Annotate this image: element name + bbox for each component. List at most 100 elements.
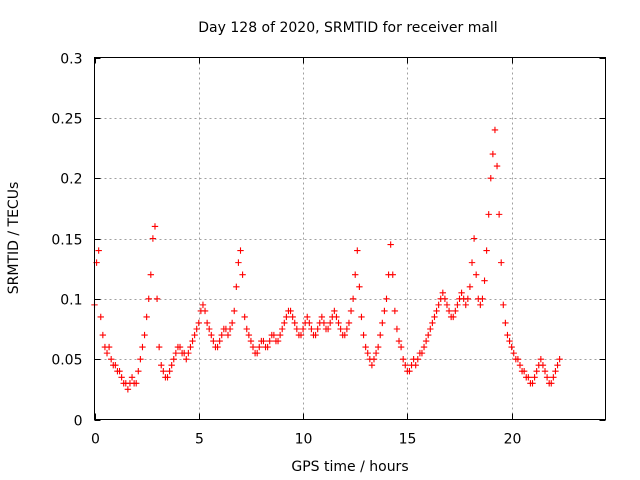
data-point [395,337,403,345]
data-point [533,368,540,375]
data-point [166,368,173,375]
data-point [556,355,563,363]
data-point [452,307,459,315]
data-point [464,295,472,303]
data-point [431,313,438,321]
data-point [143,313,150,321]
data-point [195,319,202,327]
data-point [370,355,378,363]
data-point [160,368,167,375]
data-point [383,295,390,303]
data-point [201,307,209,315]
data-point [343,325,351,333]
x-tick-label: 20 [504,432,522,448]
data-point [433,307,440,315]
data-point [253,349,261,357]
data-point [356,283,363,290]
data-point [541,368,549,375]
y-tick-label: 0.2 [60,172,82,188]
data-point [133,380,140,387]
data-point [381,307,388,315]
plot-frame [94,57,606,420]
data-point [391,307,399,315]
data-point [377,331,384,339]
data-point [364,349,371,357]
data-point [168,362,175,369]
data-point [312,331,319,339]
data-point [304,313,311,321]
data-point [245,331,253,339]
data-point [293,325,301,333]
data-point [422,337,430,345]
data-point [487,174,494,182]
data-point [281,319,288,327]
data-point [347,307,355,315]
data-point [441,295,449,303]
data-point [372,349,380,357]
data-point [97,313,104,321]
data-point [128,374,136,381]
data-point [176,343,184,351]
data-point [191,331,198,339]
data-point [341,331,348,339]
data-point [495,211,503,218]
data-point [481,277,488,284]
data-point [241,313,248,321]
data-point [374,343,382,351]
data-point [454,301,461,309]
data-point [172,349,180,357]
data-point [189,337,196,345]
data-point [485,211,492,218]
data-point [537,355,545,363]
data-point [107,355,115,363]
data-point [445,307,453,315]
data-point [516,362,524,369]
data-point [226,325,234,333]
data-point [99,331,107,339]
data-point [418,349,426,357]
data-point [393,325,401,333]
y-axis-title: SRMTID / TECUs [6,182,22,295]
data-point [266,337,273,345]
data-point [450,313,457,321]
data-point [276,331,284,339]
data-point [158,362,165,369]
data-point [479,295,486,303]
data-point [149,235,157,242]
data-point [139,343,146,351]
data-point [548,380,555,387]
data-point [206,325,213,333]
data-point [124,386,132,393]
data-point [318,313,326,321]
data-point [203,319,211,327]
data-point [399,355,407,363]
data-point [443,301,451,309]
data-point [489,150,497,158]
data-point [520,368,528,375]
data-point [354,247,361,254]
y-tick-label: 0.15 [51,233,82,249]
data-point [389,271,396,278]
data-point [425,331,432,339]
data-point [358,313,365,321]
data-point [153,295,161,303]
data-point [187,343,194,351]
data-point [145,295,152,303]
data-point [260,337,267,345]
data-point [239,271,246,278]
data-point [183,355,190,363]
data-point [402,362,409,369]
data-point [224,331,232,339]
data-point [500,301,507,309]
y-tick-label: 0.3 [60,52,82,68]
data-point [208,331,215,339]
data-point [326,319,334,327]
data-point [387,241,394,248]
y-tick-label: 0.1 [60,293,82,309]
data-point [243,325,250,333]
data-point [299,325,307,333]
y-tick-label: 0 [74,414,83,430]
data-point [291,319,298,327]
data-point [506,337,513,345]
data-point [550,374,557,381]
